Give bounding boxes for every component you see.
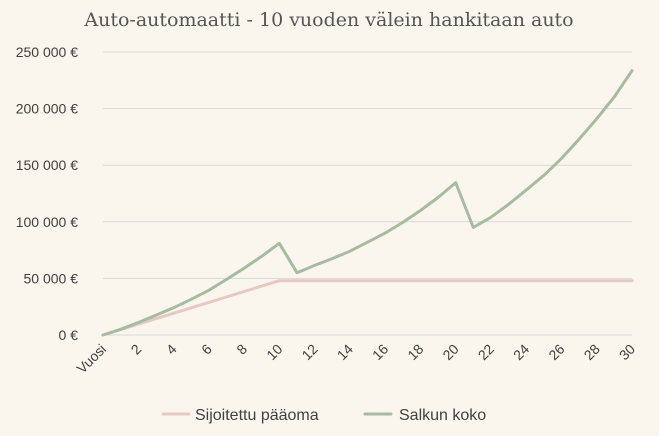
y-tick-label: 0 € bbox=[59, 327, 79, 343]
series-lines bbox=[101, 69, 634, 337]
y-tick-label: 150 000 € bbox=[16, 157, 78, 173]
x-tick-label: 24 bbox=[510, 341, 532, 363]
x-tick-label: 10 bbox=[263, 341, 285, 363]
series-line-1 bbox=[101, 69, 634, 337]
x-tick-label: 22 bbox=[475, 341, 497, 363]
x-tick-label: 16 bbox=[369, 341, 391, 363]
y-axis-tick-labels: 0 € 50 000 € 100 000 € 150 000 € 200 000 € 25… bbox=[16, 44, 79, 343]
gridlines bbox=[103, 51, 632, 336]
legend-label-1: Salkun koko bbox=[399, 407, 486, 424]
chart-title: Auto-automaatti - 10 vuoden välein hanki… bbox=[83, 9, 573, 31]
legend-label-0: Sijoitettu pääoma bbox=[195, 407, 319, 424]
x-tick-label: 18 bbox=[404, 341, 426, 363]
x-tick-label: 8 bbox=[233, 341, 250, 358]
y-tick-label: 200 000 € bbox=[16, 101, 78, 117]
y-tick-label: 250 000 € bbox=[16, 44, 78, 60]
legend: Sijoitettu pääoma Salkun koko bbox=[161, 407, 486, 424]
x-tick-label: 30 bbox=[616, 341, 638, 363]
x-tick-label: 6 bbox=[198, 341, 215, 358]
x-tick-label: 12 bbox=[298, 341, 320, 363]
x-axis-tick-labels: Vuosi 2 4 6 8 10 12 14 16 18 20 22 24 26 28 30 bbox=[73, 341, 638, 377]
x-tick-label: 26 bbox=[545, 341, 567, 363]
series-line-0 bbox=[101, 279, 634, 337]
x-tick-label: 28 bbox=[581, 341, 603, 363]
x-tick-label: 2 bbox=[128, 341, 145, 358]
y-tick-label: 100 000 € bbox=[16, 214, 78, 230]
x-tick-label: 14 bbox=[334, 341, 356, 363]
x-tick-label: 20 bbox=[439, 341, 461, 363]
y-tick-label: 50 000 € bbox=[24, 270, 79, 286]
x-tick-label: 4 bbox=[163, 341, 180, 358]
x-tick-label: Vuosi bbox=[73, 341, 109, 377]
